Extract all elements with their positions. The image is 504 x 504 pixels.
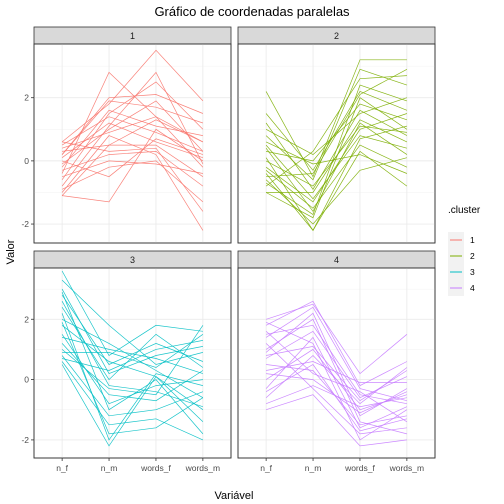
legend-item: 1 bbox=[448, 232, 475, 248]
x-tick-label: n_m bbox=[101, 463, 118, 473]
series-line bbox=[61, 160, 204, 203]
series-line bbox=[265, 300, 408, 387]
panel-frame bbox=[33, 267, 232, 459]
series-line bbox=[61, 355, 204, 417]
facet-strip-label: 4 bbox=[334, 255, 339, 265]
series-line bbox=[265, 59, 407, 178]
series-line bbox=[266, 346, 408, 402]
facet-strip-label: 1 bbox=[130, 31, 135, 41]
legend-label: 2 bbox=[470, 251, 475, 261]
series-line bbox=[61, 71, 204, 174]
panel-frame bbox=[33, 43, 232, 244]
series-line bbox=[265, 318, 407, 435]
series-line bbox=[266, 373, 408, 414]
series-line bbox=[61, 313, 203, 441]
panel-border bbox=[33, 267, 232, 459]
legend-label: 1 bbox=[470, 235, 475, 245]
series-line bbox=[266, 119, 408, 193]
series-line bbox=[61, 291, 204, 435]
panel-2: 2 bbox=[237, 26, 436, 244]
series-line bbox=[61, 100, 204, 155]
chart-title: Gráfico de coordenadas paralelas bbox=[154, 4, 350, 19]
series-line bbox=[61, 364, 204, 447]
y-axis-title: Valor bbox=[5, 239, 17, 264]
series-line bbox=[265, 141, 408, 174]
series-line bbox=[265, 144, 408, 209]
facet-strip-label: 3 bbox=[130, 255, 135, 265]
series-line bbox=[265, 122, 408, 213]
panel-1: 1 -2 0 2 bbox=[21, 26, 232, 244]
series-line bbox=[265, 306, 407, 402]
series-line bbox=[266, 324, 407, 405]
legend-item: 3 bbox=[448, 264, 475, 280]
y-tick-label: 2 bbox=[24, 314, 29, 324]
series-line bbox=[61, 322, 204, 435]
panel-border bbox=[33, 43, 232, 244]
legend-item: 2 bbox=[448, 248, 475, 264]
x-tick-label: words_m bbox=[185, 463, 220, 473]
series-line bbox=[265, 109, 408, 190]
y-tick-label: 0 bbox=[24, 375, 29, 385]
panel-4: 4 n_f n_m words_f words_m bbox=[237, 250, 436, 473]
panel-3: 3 -2 0 2 n_f n_m words_f words_m bbox=[21, 250, 232, 473]
legend-label: 3 bbox=[470, 267, 475, 277]
series-line bbox=[265, 394, 407, 447]
series-line bbox=[62, 128, 204, 203]
series-line bbox=[265, 97, 408, 219]
y-tick-label: -2 bbox=[21, 219, 29, 229]
legend-label: 4 bbox=[470, 283, 475, 293]
x-tick-label: n_m bbox=[305, 463, 322, 473]
series-line bbox=[61, 135, 204, 231]
series-line bbox=[61, 94, 204, 155]
legend-item: 4 bbox=[448, 280, 475, 296]
series-line bbox=[265, 68, 408, 181]
series-line bbox=[61, 361, 204, 441]
series-line bbox=[265, 125, 407, 232]
series-line bbox=[265, 113, 408, 203]
series-line bbox=[265, 364, 407, 432]
series-line bbox=[62, 334, 204, 368]
series-line bbox=[62, 141, 204, 212]
series-line bbox=[265, 303, 408, 375]
x-tick-label: words_f bbox=[344, 463, 375, 473]
legend-title: .cluster bbox=[448, 205, 481, 216]
legend: .cluster 1 2 3 4 bbox=[448, 205, 481, 296]
y-tick-label: 0 bbox=[24, 156, 29, 166]
x-axis-title: Variável bbox=[215, 490, 254, 502]
series-line bbox=[265, 90, 408, 171]
series-line bbox=[265, 336, 408, 429]
series-line bbox=[61, 270, 203, 356]
series-line bbox=[61, 119, 204, 196]
series-line bbox=[61, 343, 204, 402]
series-line bbox=[61, 279, 203, 365]
x-tick-label: words_m bbox=[389, 463, 424, 473]
panel-frame bbox=[237, 43, 436, 244]
panel-border bbox=[237, 267, 436, 459]
facet-panels: 1 -2 0 2 2 3 -2 0 2 n_f n_m words_f words_m 4 n_f n_m wo… bbox=[21, 26, 436, 473]
panel-frame bbox=[237, 267, 436, 459]
series-line bbox=[61, 71, 204, 187]
series-line bbox=[61, 116, 204, 149]
x-tick-label: words_f bbox=[140, 463, 171, 473]
series-line bbox=[266, 68, 408, 178]
series-line bbox=[266, 361, 407, 383]
y-tick-label: 2 bbox=[24, 93, 29, 103]
x-tick-label: n_f bbox=[56, 463, 68, 473]
series-line bbox=[62, 337, 204, 374]
panel-border bbox=[237, 43, 436, 244]
facet-strip-label: 2 bbox=[334, 31, 339, 41]
series-line bbox=[265, 330, 408, 399]
x-tick-label: n_f bbox=[260, 463, 272, 473]
y-tick-label: -2 bbox=[21, 435, 29, 445]
series-line bbox=[61, 138, 204, 178]
